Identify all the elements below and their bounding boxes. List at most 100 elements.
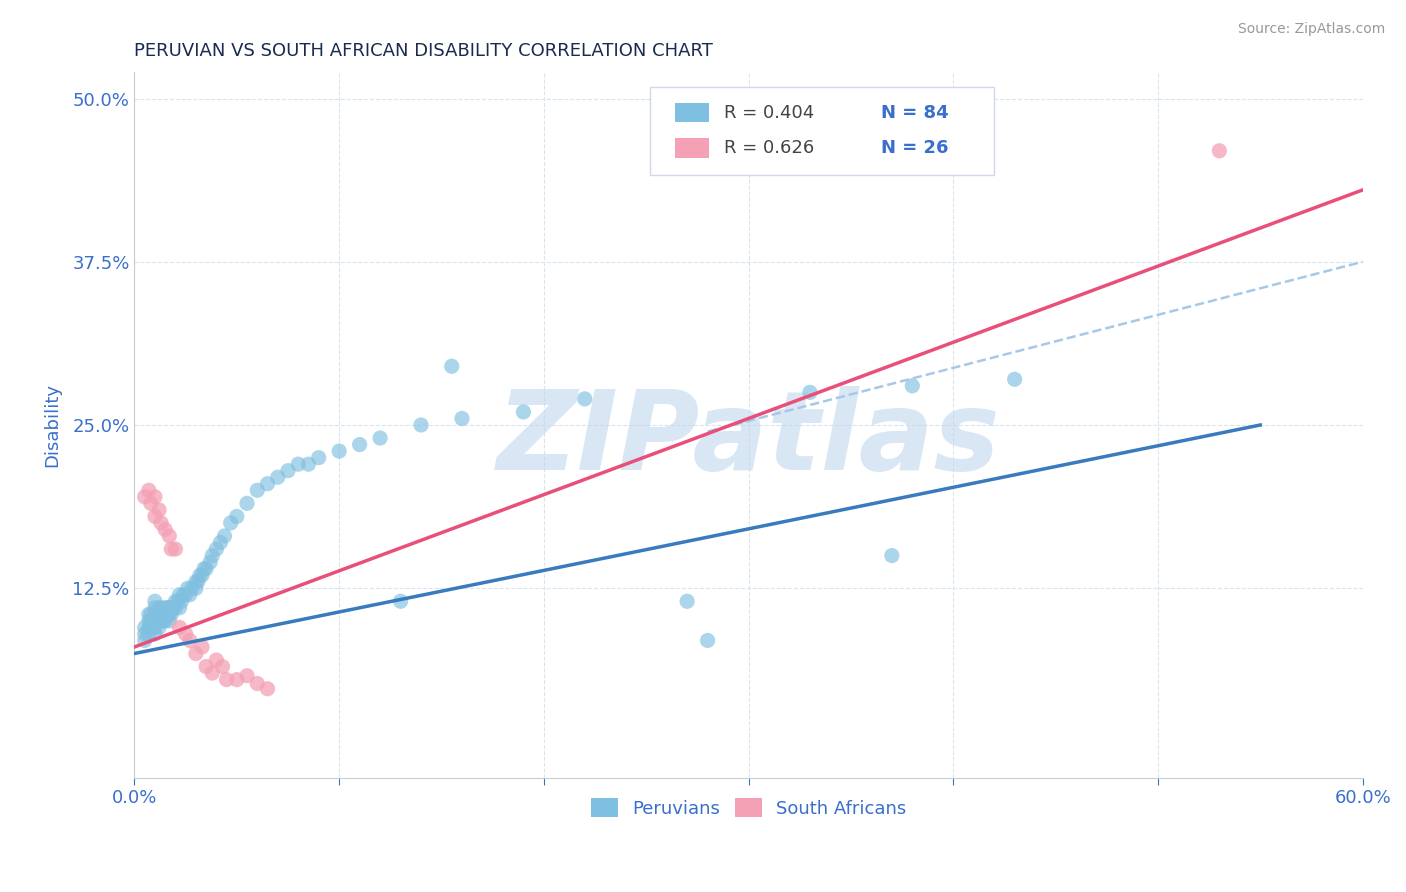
Point bbox=[184, 581, 207, 595]
Point bbox=[152, 607, 174, 622]
Point bbox=[1208, 144, 1230, 158]
Point bbox=[512, 405, 534, 419]
Legend: Peruvians, South Africans: Peruvians, South Africans bbox=[583, 791, 914, 825]
Y-axis label: Disability: Disability bbox=[44, 383, 60, 467]
Point bbox=[143, 620, 166, 634]
Point bbox=[139, 607, 162, 622]
Point bbox=[138, 620, 160, 634]
Point bbox=[150, 614, 173, 628]
Point bbox=[225, 509, 247, 524]
Point bbox=[156, 600, 179, 615]
Point bbox=[901, 379, 924, 393]
Point bbox=[153, 614, 176, 628]
Point bbox=[201, 666, 224, 681]
Point bbox=[188, 568, 211, 582]
Point bbox=[195, 659, 218, 673]
Point bbox=[150, 516, 173, 530]
Point bbox=[148, 600, 170, 615]
Point bbox=[148, 607, 170, 622]
Point bbox=[169, 620, 191, 634]
Point bbox=[696, 633, 718, 648]
Point bbox=[138, 607, 160, 622]
Point bbox=[389, 594, 412, 608]
Point bbox=[211, 659, 233, 673]
Text: ZIPatlas: ZIPatlas bbox=[496, 385, 1001, 492]
Point bbox=[170, 594, 193, 608]
Point bbox=[256, 681, 278, 696]
Point bbox=[134, 490, 156, 504]
Point bbox=[143, 509, 166, 524]
Point bbox=[153, 607, 176, 622]
Point bbox=[574, 392, 596, 406]
Point bbox=[134, 627, 156, 641]
Point bbox=[139, 614, 162, 628]
Point bbox=[165, 542, 187, 557]
Point bbox=[308, 450, 330, 465]
Point bbox=[191, 568, 214, 582]
FancyBboxPatch shape bbox=[675, 103, 709, 122]
Point bbox=[184, 574, 207, 589]
FancyBboxPatch shape bbox=[675, 138, 709, 158]
Point bbox=[157, 614, 180, 628]
Point bbox=[451, 411, 474, 425]
Point bbox=[880, 549, 903, 563]
Text: Source: ZipAtlas.com: Source: ZipAtlas.com bbox=[1237, 22, 1385, 37]
FancyBboxPatch shape bbox=[651, 87, 994, 175]
Point bbox=[156, 607, 179, 622]
Point bbox=[287, 457, 309, 471]
Point bbox=[148, 620, 170, 634]
Point bbox=[138, 483, 160, 498]
Point bbox=[139, 620, 162, 634]
Point bbox=[160, 607, 183, 622]
Point bbox=[219, 516, 242, 530]
Point bbox=[180, 581, 202, 595]
Point bbox=[143, 594, 166, 608]
Point bbox=[225, 673, 247, 687]
Point bbox=[157, 600, 180, 615]
Point bbox=[349, 437, 371, 451]
Point bbox=[148, 614, 170, 628]
Point bbox=[179, 588, 201, 602]
Point bbox=[1004, 372, 1026, 386]
Point bbox=[184, 647, 207, 661]
Point bbox=[174, 627, 197, 641]
Point bbox=[676, 594, 699, 608]
Point bbox=[214, 529, 236, 543]
Point bbox=[160, 542, 183, 557]
Point bbox=[174, 588, 197, 602]
Point bbox=[209, 535, 232, 549]
Point bbox=[256, 476, 278, 491]
Point bbox=[139, 496, 162, 510]
Text: PERUVIAN VS SOUTH AFRICAN DISABILITY CORRELATION CHART: PERUVIAN VS SOUTH AFRICAN DISABILITY COR… bbox=[135, 42, 713, 60]
Point bbox=[191, 640, 214, 654]
Point bbox=[236, 496, 259, 510]
Point bbox=[277, 464, 299, 478]
Point bbox=[169, 600, 191, 615]
Point bbox=[143, 490, 166, 504]
Point bbox=[143, 614, 166, 628]
Point bbox=[143, 600, 166, 615]
Point bbox=[150, 600, 173, 615]
Point bbox=[201, 549, 224, 563]
Point bbox=[162, 600, 184, 615]
Point bbox=[157, 607, 180, 622]
Point bbox=[143, 607, 166, 622]
Point bbox=[153, 523, 176, 537]
Point bbox=[153, 600, 176, 615]
Point bbox=[165, 594, 187, 608]
Text: N = 26: N = 26 bbox=[882, 139, 949, 157]
Point bbox=[169, 588, 191, 602]
Point bbox=[166, 594, 188, 608]
Point bbox=[157, 529, 180, 543]
Point bbox=[176, 581, 198, 595]
Point bbox=[148, 503, 170, 517]
Point bbox=[187, 574, 209, 589]
Point bbox=[440, 359, 463, 374]
Point bbox=[165, 600, 187, 615]
Point bbox=[150, 607, 173, 622]
Point bbox=[160, 600, 183, 615]
Point bbox=[409, 417, 432, 432]
Point bbox=[799, 385, 821, 400]
Point bbox=[138, 627, 160, 641]
Point bbox=[143, 627, 166, 641]
